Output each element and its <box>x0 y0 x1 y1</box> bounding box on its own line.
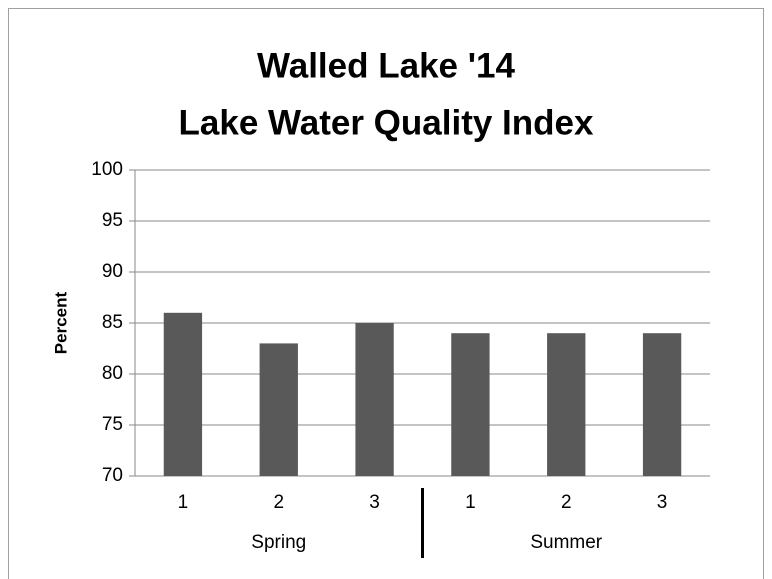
x-group-label: Spring <box>251 532 306 553</box>
chart-title: Walled Lake '14 <box>257 46 516 85</box>
x-tick-label: 2 <box>273 492 284 513</box>
bar <box>547 333 586 476</box>
x-group-label: Summer <box>530 532 602 553</box>
bar <box>642 333 682 476</box>
chart-subtitle: Lake Water Quality Index <box>179 103 594 142</box>
chart-frame <box>8 8 764 579</box>
y-axis-label: Percent <box>51 291 70 354</box>
y-tick-label: 95 <box>102 210 123 231</box>
bar <box>355 323 394 476</box>
y-tick-label: 100 <box>91 159 123 180</box>
bar <box>163 312 203 476</box>
x-tick-label: 3 <box>369 492 380 513</box>
y-tick-label: 85 <box>102 312 123 333</box>
x-tick-label: 1 <box>178 492 189 513</box>
y-tick-label: 90 <box>102 261 123 282</box>
y-tick-label: 80 <box>102 363 123 384</box>
y-tick-label: 75 <box>102 414 123 435</box>
x-tick-label: 1 <box>465 492 476 513</box>
x-tick-label: 2 <box>561 492 572 513</box>
bar <box>451 333 490 476</box>
y-tick-label: 70 <box>102 465 123 486</box>
bar <box>259 343 298 476</box>
x-tick-label: 3 <box>657 492 668 513</box>
